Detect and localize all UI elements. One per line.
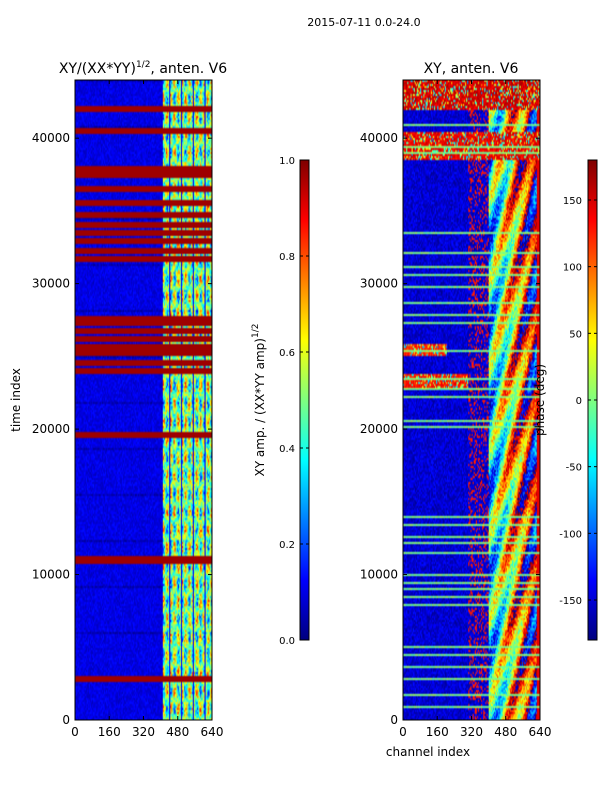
y-tick-label: 40000 — [32, 131, 70, 145]
phase-panel: XY, anten. V6 0 160 320 480 640 0 10000 20000 30… — [360, 61, 552, 759]
colorbar-tick-label: -150 — [559, 596, 582, 607]
amplitude-axes: 0 160 320 480 640 0 10000 20000 30000 40000 — [32, 80, 224, 739]
x-tick-label: 0 — [399, 725, 407, 739]
x-tick-label: 480 — [494, 725, 517, 739]
colorbar-tick-label: 0.0 — [279, 636, 295, 647]
amplitude-heatmap — [75, 80, 212, 720]
amplitude-ylabel: time index — [9, 368, 23, 432]
y-tick-label: 10000 — [360, 568, 398, 582]
x-tick-label: 320 — [460, 725, 483, 739]
colorbar-tick-label: 0.2 — [279, 540, 295, 551]
colorbar-tick-label: 100 — [563, 263, 582, 274]
colorbar-tick-label: 0.4 — [279, 444, 295, 455]
phase-axes: 0 160 320 480 640 0 10000 20000 30000 40000 — [360, 80, 552, 739]
amplitude-colorbar-bar — [299, 159, 310, 641]
x-tick-label: 320 — [132, 725, 155, 739]
amplitude-colorbar: 0.0 0.2 0.4 0.6 0.8 1.0 XY amp. / (XX*YY amp)… — [251, 156, 310, 647]
y-tick-label: 30000 — [360, 277, 398, 291]
colorbar-tick-label: -100 — [559, 529, 582, 540]
y-tick-label: 20000 — [360, 422, 398, 436]
y-tick-label: 0 — [62, 713, 70, 727]
x-tick-label: 640 — [529, 725, 552, 739]
phase-title: XY, anten. V6 — [424, 61, 519, 77]
y-tick-label: 10000 — [32, 568, 70, 582]
amplitude-title: XY/(XX*YY)1/2, anten. V6 — [59, 60, 227, 77]
phase-xlabel: channel index — [386, 745, 470, 759]
amplitude-panel: XY/(XX*YY)1/2, anten. V6 0 160 320 480 640 0 1… — [9, 60, 227, 739]
colorbar-tick-label: 0.6 — [279, 348, 295, 359]
x-tick-label: 0 — [71, 725, 79, 739]
figure-suptitle: 2015-07-11 0.0-24.0 — [307, 16, 420, 29]
x-tick-label: 160 — [98, 725, 121, 739]
colorbar-tick-label: 1.0 — [279, 156, 295, 167]
phase-heatmap — [403, 80, 540, 720]
colorbar-tick-label: -50 — [566, 463, 582, 474]
phase-colorbar: -150 -100 -50 0 50 100 150 phase (deg) — [533, 159, 598, 641]
amplitude-colorbar-label: XY amp. / (XX*YY amp)1/2 — [251, 324, 267, 477]
x-tick-label: 160 — [426, 725, 449, 739]
y-tick-label: 0 — [390, 713, 398, 727]
colorbar-tick-label: 50 — [569, 329, 582, 340]
colorbar-tick-label: 0 — [576, 396, 582, 407]
y-tick-label: 40000 — [360, 131, 398, 145]
colorbar-tick-label: 0.8 — [279, 252, 295, 263]
colorbar-tick-label: 150 — [563, 196, 582, 207]
y-tick-label: 30000 — [32, 277, 70, 291]
phase-colorbar-label: phase (deg) — [533, 364, 547, 436]
x-tick-label: 640 — [201, 725, 224, 739]
y-tick-label: 20000 — [32, 422, 70, 436]
amplitude-colorbar-ticks: 0.0 0.2 0.4 0.6 0.8 1.0 — [279, 156, 309, 647]
phase-colorbar-ticks: -150 -100 -50 0 50 100 150 — [559, 196, 597, 607]
x-tick-label: 480 — [166, 725, 189, 739]
